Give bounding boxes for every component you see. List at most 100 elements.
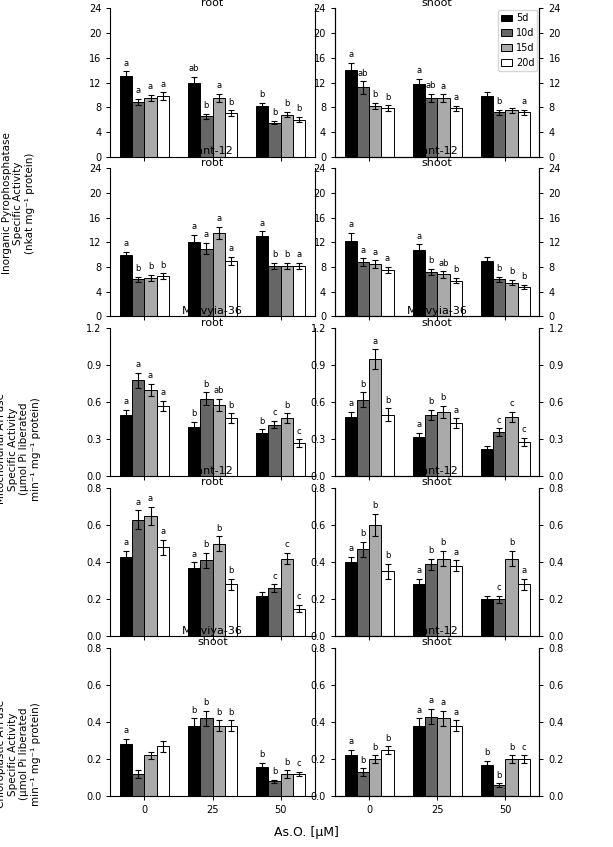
- Bar: [345, 70, 357, 157]
- Text: c: c: [497, 416, 501, 424]
- Bar: [157, 276, 169, 317]
- Bar: [505, 283, 517, 317]
- Bar: [225, 726, 237, 796]
- Text: a: a: [123, 239, 129, 248]
- Bar: [225, 418, 237, 476]
- Bar: [517, 759, 530, 796]
- Bar: [369, 525, 381, 636]
- Bar: [145, 278, 157, 317]
- Text: a: a: [348, 220, 353, 230]
- Text: b: b: [228, 707, 234, 717]
- Text: a: a: [191, 550, 197, 558]
- Bar: [381, 750, 394, 796]
- Text: a: a: [348, 50, 353, 59]
- Bar: [157, 406, 169, 476]
- Text: b: b: [284, 99, 289, 108]
- Bar: [225, 113, 237, 157]
- Bar: [120, 745, 132, 796]
- Text: b: b: [284, 401, 289, 410]
- Bar: [157, 547, 169, 636]
- Text: a: a: [373, 336, 378, 346]
- Bar: [281, 558, 293, 636]
- Bar: [256, 433, 268, 476]
- Text: b: b: [509, 743, 514, 752]
- Text: c: c: [272, 572, 277, 581]
- Bar: [357, 772, 369, 796]
- Title: Malviya-36
root: Malviya-36 root: [182, 0, 243, 8]
- Bar: [293, 119, 305, 157]
- Bar: [517, 112, 530, 157]
- Text: b: b: [373, 90, 378, 99]
- Text: b: b: [259, 750, 265, 759]
- Text: b: b: [284, 250, 289, 259]
- Text: a: a: [160, 80, 166, 89]
- Title: Pant-12
shoot: Pant-12 shoot: [416, 146, 459, 168]
- Text: b: b: [360, 379, 366, 389]
- Text: a: a: [453, 707, 459, 717]
- Title: Pant-12
root: Pant-12 root: [191, 466, 234, 487]
- Bar: [268, 123, 281, 157]
- Bar: [145, 516, 157, 636]
- Bar: [188, 82, 200, 157]
- Text: b: b: [284, 757, 289, 767]
- Bar: [268, 782, 281, 796]
- Text: b: b: [135, 264, 141, 274]
- Bar: [268, 424, 281, 476]
- Bar: [437, 558, 449, 636]
- Text: a: a: [148, 82, 153, 91]
- Bar: [381, 572, 394, 636]
- Bar: [413, 726, 425, 796]
- Text: b: b: [497, 97, 502, 106]
- Bar: [345, 417, 357, 476]
- Text: a: a: [148, 494, 153, 503]
- Bar: [505, 558, 517, 636]
- Text: a: a: [373, 247, 378, 257]
- Bar: [225, 261, 237, 317]
- Bar: [437, 98, 449, 157]
- Text: a: a: [416, 420, 422, 429]
- Bar: [213, 233, 225, 317]
- Text: a: a: [123, 726, 129, 735]
- Bar: [281, 266, 293, 317]
- Bar: [449, 108, 462, 157]
- Text: b: b: [228, 97, 234, 107]
- Bar: [200, 116, 213, 157]
- Text: b: b: [259, 417, 265, 426]
- Text: c: c: [522, 425, 526, 435]
- Bar: [505, 417, 517, 476]
- Bar: [357, 263, 369, 317]
- Bar: [493, 280, 505, 317]
- Text: a: a: [521, 566, 527, 575]
- Text: b: b: [484, 748, 490, 757]
- Text: b: b: [204, 540, 209, 550]
- Text: a: a: [521, 97, 527, 106]
- Bar: [213, 98, 225, 157]
- Text: b: b: [204, 102, 209, 110]
- Bar: [369, 759, 381, 796]
- Bar: [188, 726, 200, 796]
- Text: c: c: [297, 760, 302, 768]
- Text: b: b: [385, 92, 390, 102]
- Text: b: b: [228, 401, 234, 410]
- Text: b: b: [373, 501, 378, 511]
- Text: a: a: [348, 544, 353, 553]
- Text: a: a: [160, 389, 166, 397]
- Text: b: b: [228, 566, 234, 575]
- Text: ab: ab: [189, 64, 199, 73]
- Text: a: a: [441, 698, 446, 707]
- Text: b: b: [428, 545, 434, 555]
- Bar: [413, 584, 425, 636]
- Text: b: b: [497, 264, 502, 274]
- Text: c: c: [509, 400, 514, 408]
- Title: Malviya-36
shoot: Malviya-36 shoot: [182, 626, 243, 647]
- Text: c: c: [297, 427, 302, 435]
- Bar: [132, 102, 145, 157]
- Bar: [425, 98, 437, 157]
- Text: b: b: [453, 265, 459, 274]
- Bar: [437, 274, 449, 317]
- Title: Pant-12
shoot: Pant-12 shoot: [416, 626, 459, 647]
- Text: b: b: [216, 523, 221, 533]
- Text: b: b: [296, 104, 302, 113]
- Text: b: b: [272, 767, 277, 776]
- Text: a: a: [123, 397, 129, 406]
